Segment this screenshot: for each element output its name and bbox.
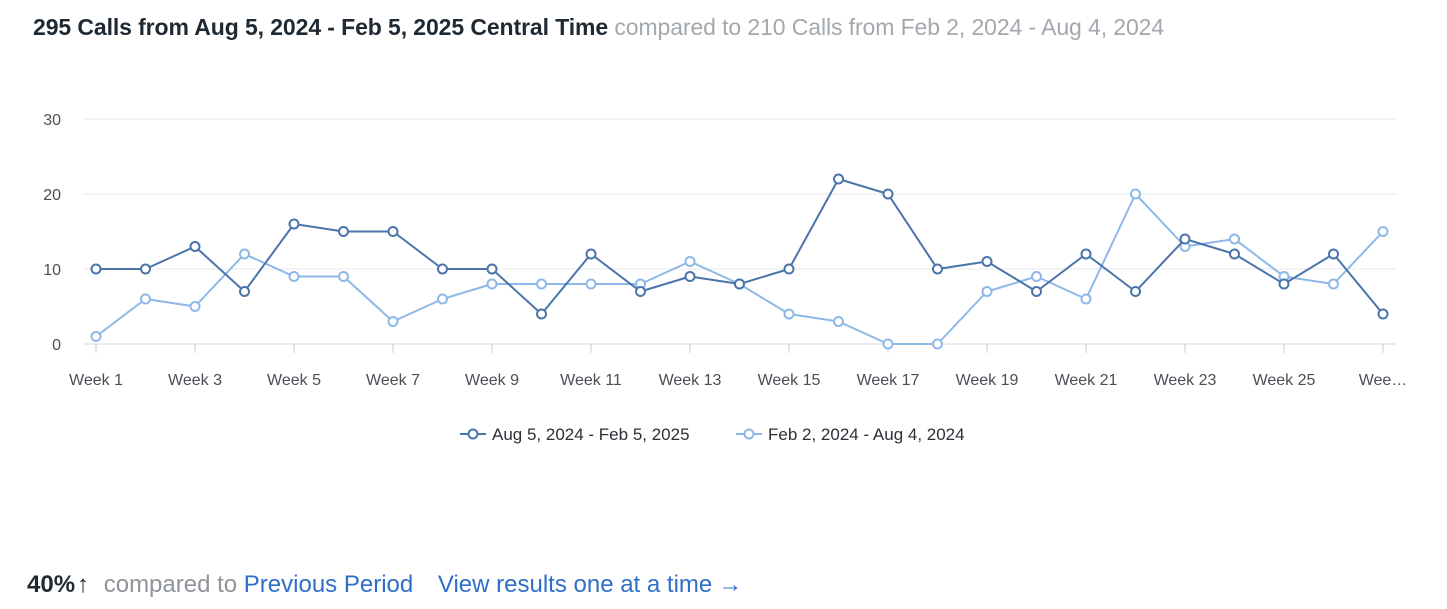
- legend-label: Feb 2, 2024 - Aug 4, 2024: [768, 425, 965, 444]
- data-point[interactable]: [981, 256, 993, 267]
- data-point[interactable]: [288, 271, 300, 282]
- data-point[interactable]: [833, 316, 844, 327]
- data-point[interactable]: [437, 293, 448, 305]
- legend-marker-icon: [467, 428, 479, 440]
- x-tick-label: Week 15: [758, 372, 821, 389]
- x-tick-label: Week 1: [69, 372, 123, 389]
- data-point[interactable]: [90, 263, 102, 275]
- data-point[interactable]: [882, 188, 894, 200]
- data-point[interactable]: [140, 293, 151, 305]
- legend-item-0[interactable]: Aug 5, 2024 - Feb 5, 2025: [460, 425, 690, 444]
- arrow-right-icon[interactable]: →: [718, 571, 743, 598]
- legend-label: Aug 5, 2024 - Feb 5, 2025: [492, 425, 690, 444]
- data-point[interactable]: [140, 263, 151, 275]
- gridlines: [84, 118, 1396, 345]
- calls-line-chart: 0 10 20 30 Week 1 Week 3 Week 5 Week 7 Week 9 Wee…: [43, 112, 1407, 444]
- data-point[interactable]: [1031, 286, 1042, 297]
- data-point[interactable]: [189, 301, 201, 312]
- data-point[interactable]: [1328, 248, 1339, 260]
- data-point[interactable]: [1130, 286, 1141, 297]
- data-point[interactable]: [734, 278, 745, 290]
- legend-item-1[interactable]: Feb 2, 2024 - Aug 4, 2024: [736, 425, 965, 444]
- data-point[interactable]: [338, 226, 349, 237]
- y-tick-label: 20: [43, 187, 61, 204]
- data-point[interactable]: [189, 241, 201, 252]
- view-results-link[interactable]: View results one at a time: [437, 571, 713, 598]
- data-point[interactable]: [1229, 248, 1240, 260]
- x-tick-label: Week 19: [956, 372, 1019, 389]
- x-tick-label: Wee…: [1359, 372, 1408, 389]
- y-tick-label: 10: [43, 262, 61, 279]
- data-point[interactable]: [338, 271, 349, 282]
- data-point[interactable]: [536, 278, 547, 290]
- previous-period-link[interactable]: Previous Period: [243, 571, 414, 598]
- data-point[interactable]: [932, 338, 943, 350]
- data-point[interactable]: [288, 218, 300, 230]
- data-point[interactable]: [635, 286, 646, 297]
- data-point[interactable]: [981, 286, 993, 297]
- y-tick-label: 0: [52, 337, 61, 354]
- x-tick-label: Week 7: [366, 372, 420, 389]
- data-point[interactable]: [833, 173, 844, 185]
- data-point[interactable]: [239, 286, 250, 297]
- data-point[interactable]: [486, 278, 498, 290]
- data-point[interactable]: [90, 331, 102, 342]
- chart-legend[interactable]: Aug 5, 2024 - Feb 5, 2025 Feb 2, 2024 - A…: [460, 425, 965, 444]
- data-point[interactable]: [1080, 248, 1092, 260]
- x-tick-label: Week 3: [168, 372, 222, 389]
- data-point[interactable]: [684, 256, 696, 267]
- y-tick-label: 30: [43, 112, 61, 129]
- data-point[interactable]: [437, 263, 448, 275]
- data-point[interactable]: [387, 316, 399, 327]
- data-point[interactable]: [1377, 308, 1389, 320]
- axes: 0 10 20 30 Week 1 Week 3 Week 5 Week 7 Week 9 Wee…: [43, 112, 1407, 389]
- x-tick-label: Week 13: [659, 372, 722, 389]
- data-point[interactable]: [1080, 293, 1092, 305]
- data-point[interactable]: [486, 263, 498, 275]
- series-lines: [90, 173, 1389, 350]
- data-point[interactable]: [387, 226, 399, 237]
- data-point[interactable]: [585, 248, 597, 260]
- data-point[interactable]: [783, 263, 795, 275]
- data-point[interactable]: [882, 338, 894, 350]
- data-point[interactable]: [1229, 233, 1240, 245]
- x-tick-label: Week 9: [465, 372, 519, 389]
- x-tick-label: Week 21: [1055, 372, 1118, 389]
- data-point[interactable]: [239, 248, 250, 260]
- header-primary-text: 295 Calls from Aug 5, 2024 - Feb 5, 2025…: [33, 14, 609, 40]
- data-point[interactable]: [932, 263, 943, 275]
- x-tick-label: Week 17: [857, 372, 920, 389]
- data-point[interactable]: [1130, 188, 1141, 200]
- comparison-footer: 40%↑ compared to Previous Period View re…: [27, 571, 742, 599]
- percent-change: 40%: [27, 571, 76, 598]
- x-tick-label: Week 5: [267, 372, 321, 389]
- data-point[interactable]: [684, 271, 696, 282]
- x-tick-label: Week 23: [1154, 372, 1217, 389]
- compared-to-label: compared to: [103, 571, 238, 598]
- data-point[interactable]: [783, 308, 795, 320]
- data-point[interactable]: [536, 308, 547, 320]
- data-point[interactable]: [1377, 226, 1389, 237]
- data-point[interactable]: [1031, 271, 1042, 282]
- x-tick-label: Week 25: [1253, 372, 1316, 389]
- chart-header: 295 Calls from Aug 5, 2024 - Feb 5, 2025…: [33, 14, 1164, 41]
- header-comparison-text: compared to 210 Calls from Feb 2, 2024 -…: [614, 14, 1165, 40]
- legend-marker-icon: [743, 428, 755, 440]
- data-point[interactable]: [1179, 233, 1191, 245]
- x-tick-label: Week 11: [560, 372, 622, 389]
- data-point[interactable]: [1328, 278, 1339, 290]
- data-point[interactable]: [585, 278, 597, 290]
- arrow-up-icon: ↑: [77, 571, 90, 598]
- data-point[interactable]: [1278, 278, 1290, 290]
